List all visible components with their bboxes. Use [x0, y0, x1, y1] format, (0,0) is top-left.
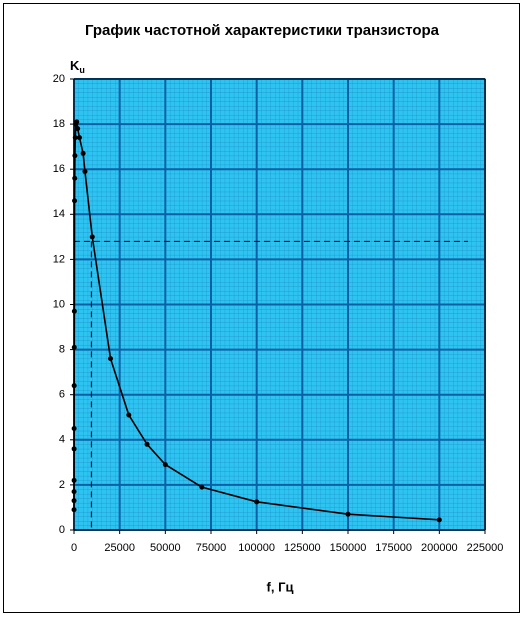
chart-title: График частотной характеристики транзист… [85, 22, 440, 39]
y-tick-label: 20 [53, 73, 65, 85]
y-tick-label: 4 [59, 434, 65, 446]
x-tick-label: 0 [71, 542, 77, 554]
y-tick-label: 2 [59, 479, 65, 491]
data-point [80, 150, 86, 156]
x-tick-label: 75000 [196, 542, 227, 554]
x-axis-label: f, Гц [267, 579, 294, 594]
x-tick-label: 150000 [330, 542, 367, 554]
data-point [199, 484, 205, 490]
data-point [82, 168, 88, 174]
x-tick-label: 50000 [150, 542, 181, 554]
y-tick-label: 16 [53, 163, 65, 175]
data-point [75, 126, 81, 132]
y-tick-label: 18 [53, 118, 65, 130]
x-tick-label: 25000 [104, 542, 135, 554]
data-point [72, 175, 78, 181]
data-point [126, 412, 132, 418]
x-tick-label: 125000 [284, 542, 321, 554]
data-point [72, 153, 78, 159]
y-tick-label: 14 [53, 208, 65, 220]
y-tick-label: 6 [59, 389, 65, 401]
y-tick-label: 10 [53, 298, 65, 310]
x-tick-label: 175000 [375, 542, 412, 554]
data-point [162, 462, 168, 468]
data-point [89, 234, 95, 240]
data-point [345, 511, 351, 517]
data-point [74, 119, 80, 125]
y-axis-label: Ku [70, 58, 85, 75]
y-axis-label-sub: u [79, 65, 85, 75]
data-point [144, 441, 150, 447]
y-axis-label-main: K [70, 58, 80, 73]
x-tick-label: 225000 [467, 542, 504, 554]
y-tick-label: 8 [59, 344, 65, 356]
y-tick-label: 12 [53, 253, 65, 265]
data-point [436, 517, 442, 523]
data-point [108, 356, 114, 362]
y-tick-label: 0 [59, 524, 65, 536]
data-point [72, 198, 78, 204]
data-point [76, 135, 82, 141]
x-tick-label: 100000 [238, 542, 275, 554]
data-point [254, 499, 260, 505]
x-tick-label: 200000 [421, 542, 458, 554]
